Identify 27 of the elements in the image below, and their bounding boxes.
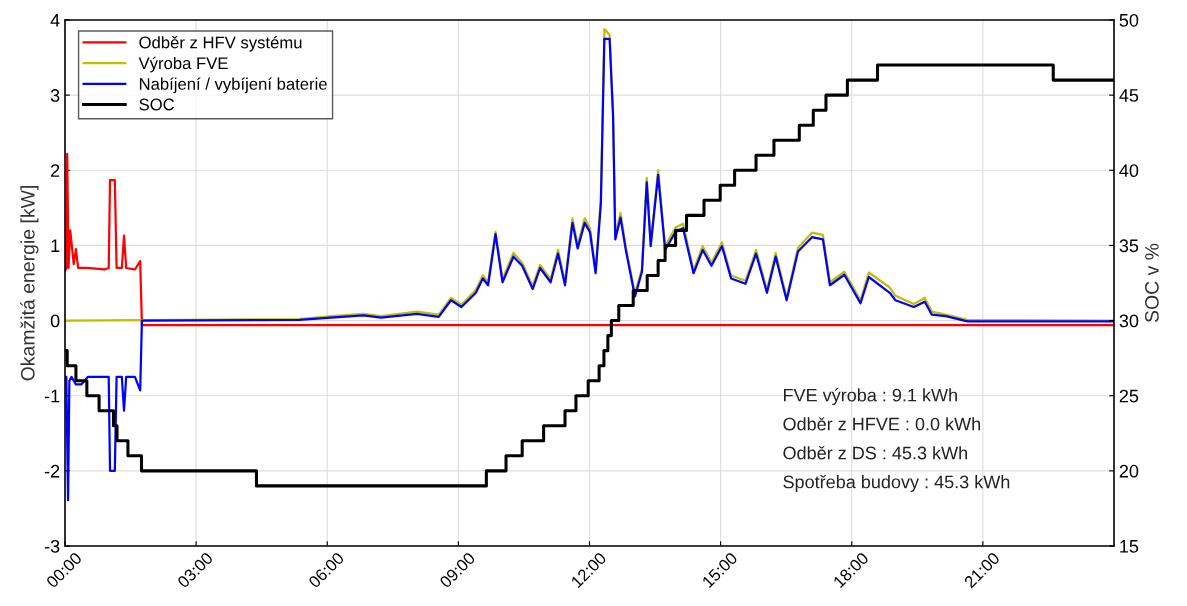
annotation: Odběr z HFVE : 0.0 kWh <box>783 417 981 431</box>
y2-tick-label: 40 <box>1119 164 1139 178</box>
y-tick-label: -1 <box>44 389 60 403</box>
y2-tick-label: 15 <box>1120 540 1139 553</box>
annotation: Spotřeba budovy : 45.3 kWh <box>783 475 1010 492</box>
y-axis-title: Okamžitá energie [kW] <box>20 186 39 381</box>
y2-tick-label: 20 <box>1119 464 1139 478</box>
y-tick-label: -3 <box>44 539 60 553</box>
y2-tick-label: 30 <box>1119 314 1139 328</box>
y2-tick-label: 50 <box>1119 13 1139 27</box>
legend-label: Odběr z HFV systému <box>139 35 302 52</box>
y2-tick-label: 45 <box>1119 89 1139 102</box>
y2-tick-label: 25 <box>1119 389 1139 403</box>
annotation: Odběr z DS : 45.3 kWh <box>783 446 967 460</box>
y-tick-label: 1 <box>51 239 60 252</box>
y-tick-label: 0 <box>50 314 60 328</box>
y2-axis-title: SOC v % <box>1145 243 1159 323</box>
y-tick-label: 4 <box>50 14 60 27</box>
y-tick-label: 3 <box>50 89 60 102</box>
y2-tick-label: 35 <box>1119 239 1139 253</box>
line-series <box>65 152 1114 327</box>
y-tick-label: 2 <box>51 164 60 177</box>
y-tick-label: -2 <box>44 464 60 478</box>
legend-label: SOC <box>139 98 175 111</box>
legend-label: Výroba FVE <box>138 56 228 73</box>
legend-label: Nabíjení / vybíjení baterie <box>139 77 327 94</box>
annotation: FVE výroba : 9.1 kWh <box>784 388 957 406</box>
